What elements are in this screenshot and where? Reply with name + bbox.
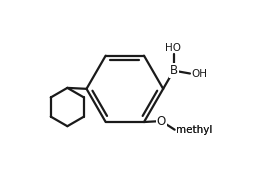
Text: HO: HO bbox=[165, 43, 181, 53]
Text: B: B bbox=[170, 64, 178, 77]
Text: methyl: methyl bbox=[176, 125, 212, 135]
Text: methyl: methyl bbox=[176, 125, 212, 135]
Text: O: O bbox=[157, 115, 166, 128]
Text: OH: OH bbox=[191, 69, 207, 79]
